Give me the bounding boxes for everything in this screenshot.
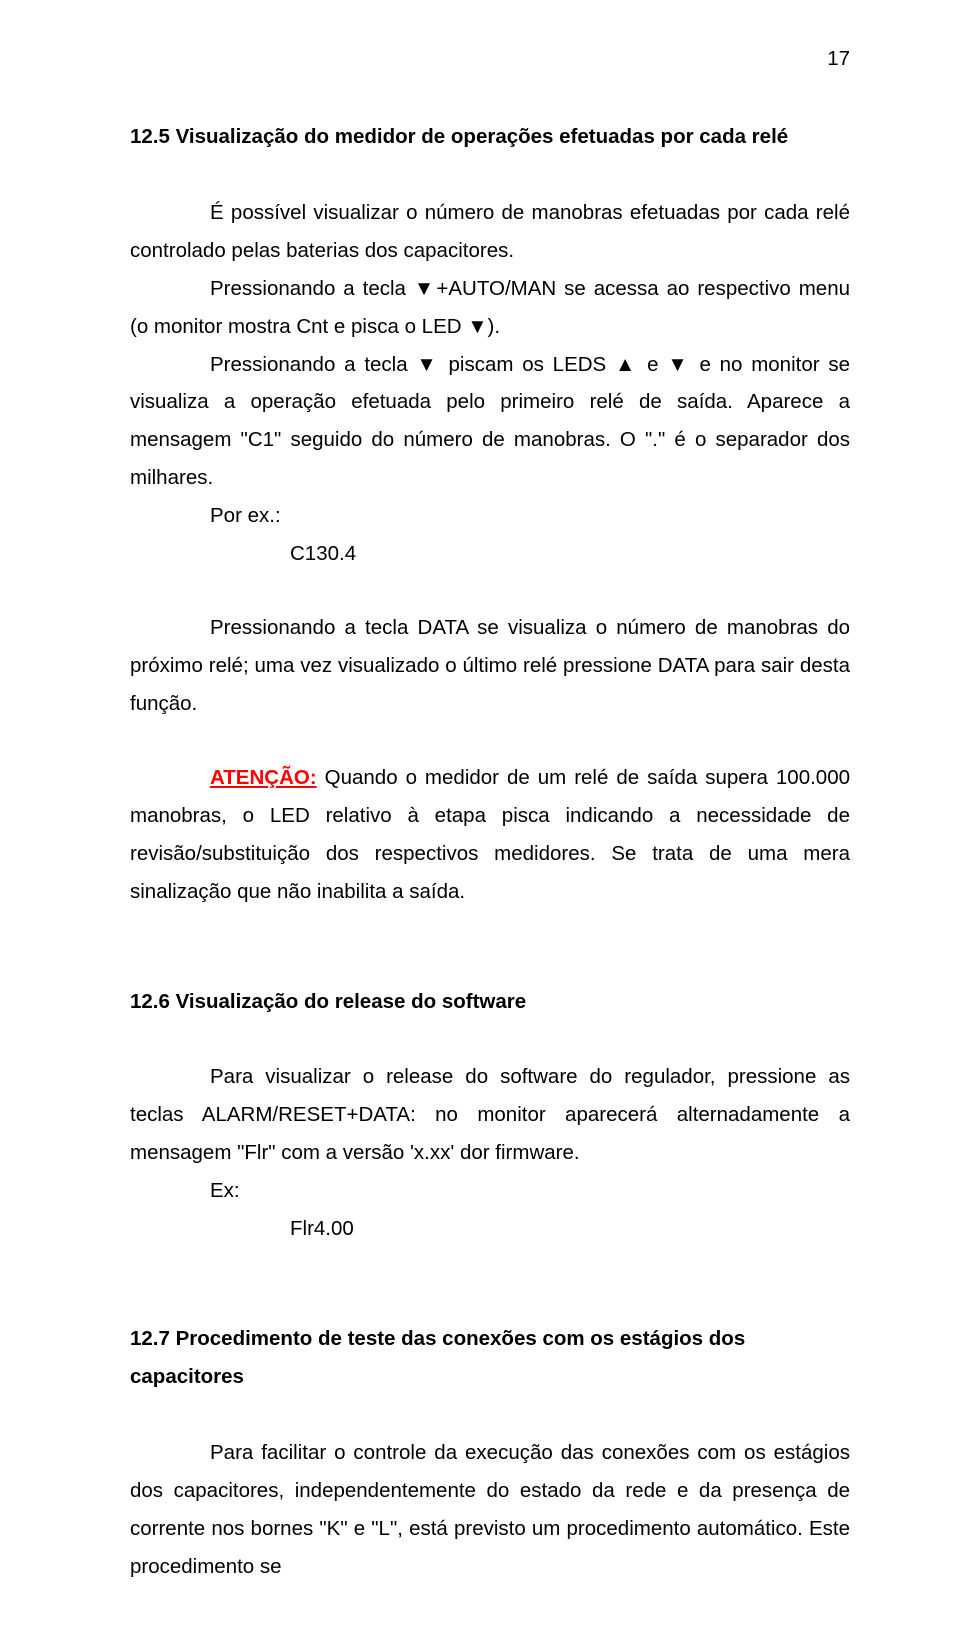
section-125-heading: 12.5 Visualização do medidor de operaçõe… <box>130 118 850 156</box>
section-127-heading: 12.7 Procedimento de teste das conexões … <box>130 1320 850 1396</box>
section-125-p3: Pressionando a tecla ▼ piscam os LEDS ▲ … <box>130 346 850 498</box>
page-number: 17 <box>130 40 850 78</box>
section-125-p2: Pressionando a tecla ▼+AUTO/MAN se acess… <box>130 270 850 346</box>
example-val: 30.4 <box>316 542 356 565</box>
section-125-attention: ATENÇÃO: Quando o medidor de um relé de … <box>130 759 850 911</box>
section-125-p1: É possível visualizar o número de manobr… <box>130 194 850 270</box>
section-126-heading: 12.6 Visualização do release do software <box>130 983 850 1021</box>
section-125-p4: Pressionando a tecla DATA se visualiza o… <box>130 609 850 723</box>
example-key-2: Flr <box>210 1210 314 1248</box>
attention-label: ATENÇÃO: <box>210 766 317 789</box>
section-126-example-value: Flr4.00 <box>130 1210 850 1248</box>
section-126-p1: Para visualizar o release do software do… <box>130 1058 850 1172</box>
section-125-example-value: C130.4 <box>130 535 850 573</box>
section-127-p1: Para facilitar o controle da execução da… <box>130 1434 850 1586</box>
page: 17 12.5 Visualização do medidor de opera… <box>0 0 960 1626</box>
section-125-example-label: Por ex.: <box>130 497 850 535</box>
example-key: C1 <box>210 535 316 573</box>
example-val-2: 4.00 <box>314 1217 354 1240</box>
section-126-example-label: Ex: <box>130 1172 850 1210</box>
